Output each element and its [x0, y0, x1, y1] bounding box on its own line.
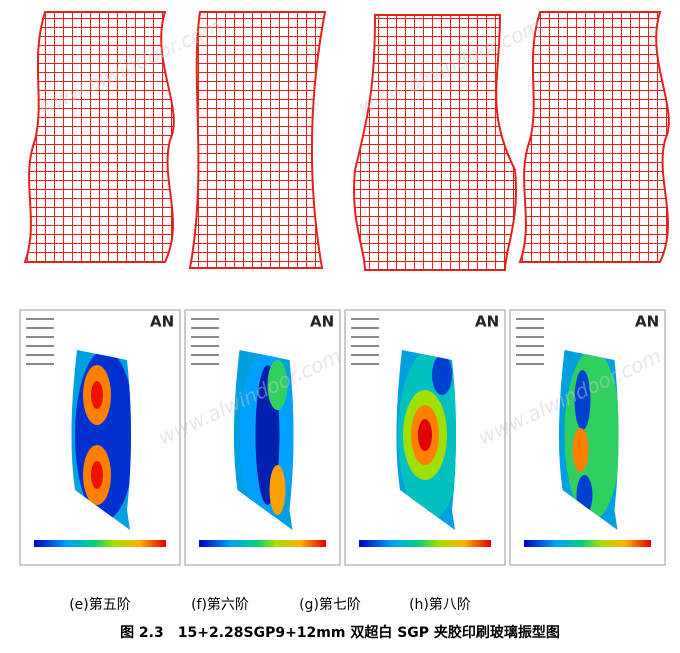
mesh-g — [353, 14, 517, 271]
info-line — [26, 318, 54, 320]
contour-panels: AN AN AN AN — [19, 309, 666, 566]
colorbar — [359, 540, 491, 547]
contour-band — [418, 419, 432, 451]
contour-band — [267, 360, 288, 410]
info-line — [191, 363, 219, 365]
logo: AN — [635, 313, 659, 331]
info-line — [351, 336, 379, 338]
info-line — [26, 336, 54, 338]
colorbar — [34, 540, 166, 547]
info-line — [26, 354, 54, 356]
info-line — [516, 345, 544, 347]
contour-band — [572, 428, 589, 472]
info-line — [351, 318, 379, 320]
contour-panel: AN — [509, 309, 666, 566]
info-line — [191, 345, 219, 347]
logo: AN — [310, 313, 334, 331]
contour-band — [91, 381, 103, 409]
contour-band — [269, 465, 286, 515]
subfigure-label: (g)第七阶 — [299, 596, 361, 613]
mesh-modes — [23, 11, 670, 271]
subfigure-labels: (e)第五阶 (f)第六阶 (g)第七阶 (h)第八阶 — [69, 596, 471, 613]
plate — [396, 350, 456, 530]
info-line — [351, 345, 379, 347]
contour-panel: AN — [19, 309, 181, 566]
info-line — [26, 327, 54, 329]
contour-band — [91, 461, 103, 489]
info-line — [351, 327, 379, 329]
mesh-h — [518, 11, 670, 263]
info-line — [26, 345, 54, 347]
contour-band — [574, 370, 591, 430]
info-line — [516, 363, 544, 365]
colorbar — [199, 540, 326, 547]
subfigure-label: (h)第八阶 — [409, 596, 471, 613]
subfigure-label: (f)第六阶 — [191, 596, 249, 613]
info-line — [516, 336, 544, 338]
info-line — [351, 354, 379, 356]
info-line — [26, 363, 54, 365]
info-line — [191, 336, 219, 338]
info-line — [191, 354, 219, 356]
logo: AN — [150, 313, 174, 331]
contour-panel: AN — [184, 309, 341, 566]
contour-band — [432, 355, 452, 395]
logo: AN — [475, 313, 499, 331]
subfigure-label: (e)第五阶 — [69, 596, 131, 613]
info-line — [191, 327, 219, 329]
mesh-e — [23, 11, 175, 263]
mesh-f — [188, 11, 327, 269]
info-line — [516, 354, 544, 356]
info-line — [351, 363, 379, 365]
info-line — [516, 327, 544, 329]
info-line — [516, 318, 544, 320]
contour-panel: AN — [344, 309, 506, 566]
plate — [71, 350, 131, 530]
caption: 图 2.3 15+2.28SGP9+12mm 双超白 SGP 夹胶印刷玻璃振型图 — [120, 624, 560, 641]
colorbar — [524, 540, 651, 547]
info-line — [191, 318, 219, 320]
